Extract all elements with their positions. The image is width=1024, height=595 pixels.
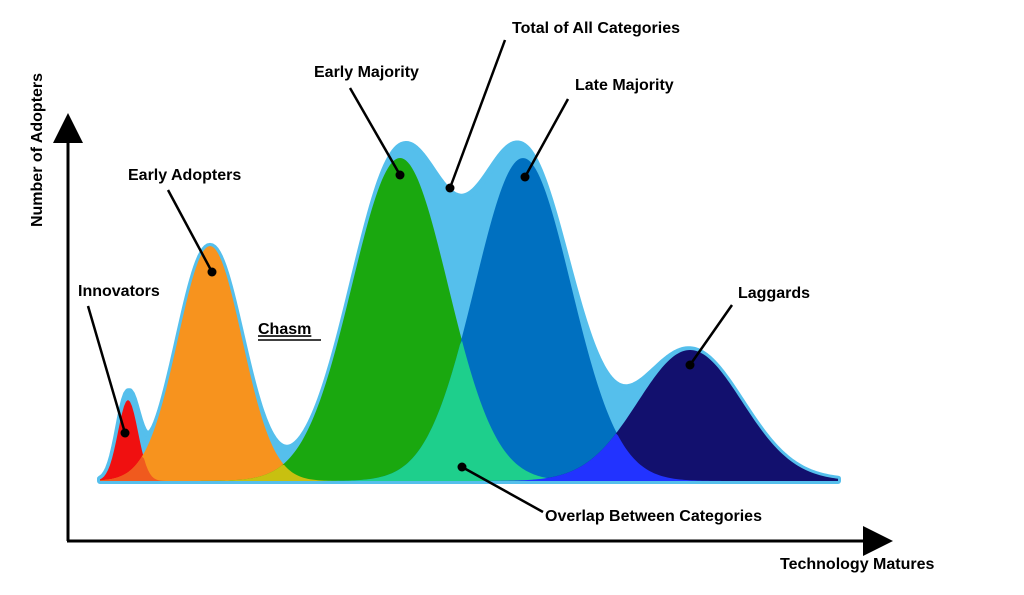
pointer-dot bbox=[207, 267, 217, 277]
pointer-dot bbox=[395, 170, 405, 180]
overlap-area bbox=[100, 464, 838, 481]
pointer bbox=[461, 465, 544, 514]
overlap-area bbox=[100, 340, 838, 481]
pointer-dot bbox=[520, 172, 530, 182]
label: Overlap Between Categories bbox=[545, 508, 762, 525]
y-axis-label: Number of Adopters bbox=[29, 73, 46, 227]
pointer-dot bbox=[120, 428, 130, 438]
label: Total of All Categories bbox=[512, 20, 680, 37]
category-curve bbox=[100, 350, 838, 481]
pointer bbox=[348, 87, 402, 176]
pointer bbox=[166, 189, 214, 273]
pointer-dot bbox=[685, 360, 695, 370]
category-curve bbox=[100, 246, 838, 481]
pointer bbox=[86, 305, 127, 434]
label: Laggards bbox=[738, 285, 810, 302]
label: Late Majority bbox=[575, 77, 674, 94]
pointer-dot bbox=[457, 462, 467, 472]
category-curve bbox=[100, 158, 838, 481]
pointer bbox=[523, 98, 570, 178]
pointer bbox=[688, 304, 734, 366]
x-axis-label: Technology Matures bbox=[780, 556, 934, 573]
label: Early Majority bbox=[314, 64, 419, 81]
pointer-dot bbox=[445, 183, 455, 193]
curves bbox=[97, 140, 841, 484]
label: Early Adopters bbox=[128, 167, 241, 184]
label: Innovators bbox=[78, 283, 160, 300]
pointer bbox=[448, 39, 507, 189]
chasm-label: Chasm bbox=[258, 321, 311, 338]
